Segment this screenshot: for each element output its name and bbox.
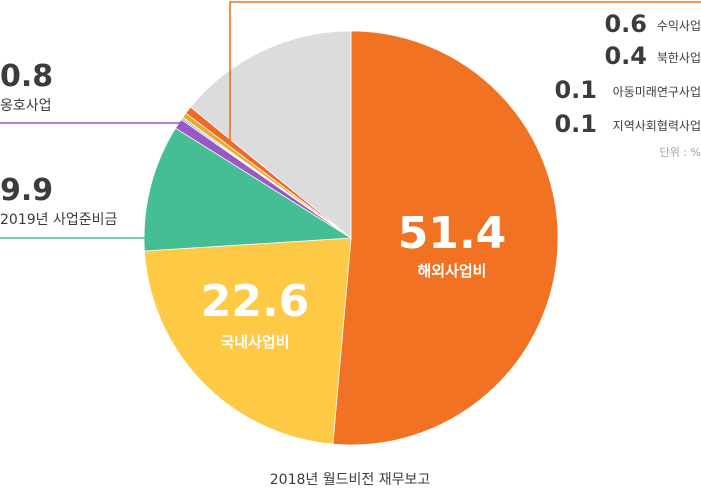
- pie-slices: [143, 30, 559, 446]
- overseas-value-label: 51.4: [398, 208, 507, 259]
- reserve-name-label: 2019년 사업준비금: [0, 212, 117, 228]
- income-name-label: 수익사업: [657, 19, 701, 33]
- child-research-value-label: 0.1: [554, 76, 597, 104]
- nk-name-label: 북한사업: [657, 51, 701, 65]
- overseas-name-label: 해외사업비: [417, 262, 486, 280]
- community-value-label: 0.1: [554, 110, 597, 138]
- reserve-value-label: 9.9: [0, 173, 53, 208]
- pie-slice-0: [332, 30, 559, 446]
- advocacy-name-label: 옹호사업: [0, 98, 52, 114]
- domestic-name-label: 국내사업비: [220, 333, 289, 351]
- chart-caption: 2018년 월드비전 재무보고: [270, 472, 431, 488]
- unit-note: 단위 : %: [660, 146, 701, 159]
- domestic-value-label: 22.6: [201, 276, 310, 327]
- small-items-leader-line: [229, 1, 701, 145]
- pie-slice-2: [143, 127, 353, 252]
- advocacy-value-label: 0.8: [0, 59, 53, 94]
- pie-slice-1: [143, 237, 352, 445]
- community-name-label: 지역사회협력사업: [613, 119, 701, 133]
- child-research-name-label: 아동미래연구사업: [613, 85, 701, 99]
- income-value-label: 0.6: [604, 10, 647, 38]
- nk-value-label: 0.4: [604, 42, 647, 70]
